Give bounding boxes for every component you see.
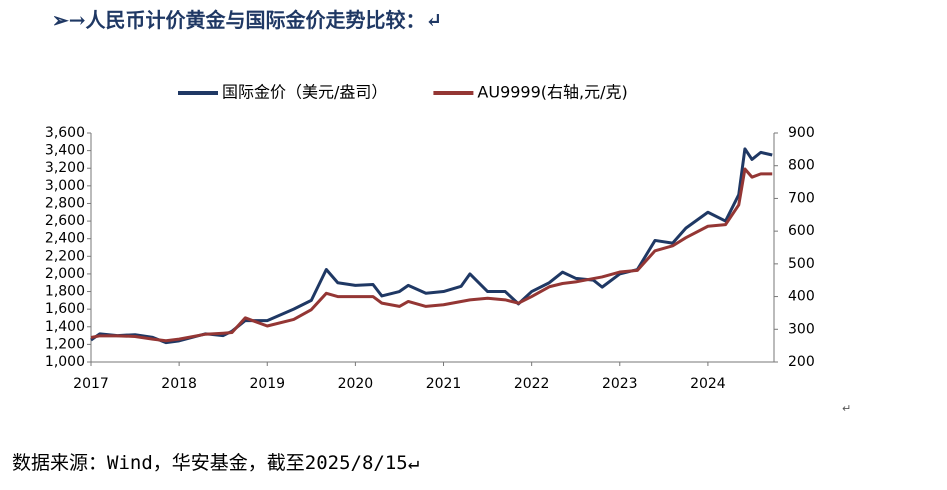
- y-tick-label: 2,800: [45, 195, 85, 211]
- y-tick-label: 1,000: [45, 354, 85, 370]
- x-tick-label: 2024: [690, 376, 726, 392]
- y-tick-label: 1,600: [45, 301, 85, 317]
- y2-tick-label: 200: [788, 354, 815, 370]
- x-tick-label: 2020: [338, 376, 374, 392]
- y2-tick-label: 800: [788, 158, 815, 174]
- y2-tick-label: 600: [788, 223, 815, 239]
- y2-tick-label: 400: [788, 289, 815, 305]
- y-tick-label: 1,800: [45, 284, 85, 300]
- y2-tick-label: 300: [788, 321, 815, 337]
- x-tick-label: 2018: [161, 376, 197, 392]
- y-tick-label: 2,600: [45, 213, 85, 229]
- series-line: [90, 167, 773, 343]
- x-tick-label: 2019: [249, 376, 285, 392]
- paragraph-mark: ↵: [842, 402, 852, 415]
- y-tick-label: 1,400: [45, 319, 85, 335]
- y-tick-label: 3,400: [45, 143, 85, 159]
- x-tick-label: 2017: [73, 376, 109, 392]
- x-tick-label: 2021: [426, 376, 462, 392]
- y-tick-label: 3,200: [45, 160, 85, 176]
- y-tick-label: 2,000: [45, 266, 85, 282]
- y-tick-label: 2,200: [45, 248, 85, 264]
- legend-label: AU9999(右轴,元/克): [477, 83, 627, 102]
- y-tick-label: 3,000: [45, 178, 85, 194]
- x-tick-label: 2023: [602, 376, 638, 392]
- heading: ➢→人民币计价黄金与国际金价走势比较：↵: [52, 8, 443, 32]
- y2-tick-label: 900: [788, 125, 815, 141]
- y-tick-label: 2,400: [45, 231, 85, 247]
- x-tick-label: 2022: [514, 376, 550, 392]
- y2-tick-label: 700: [788, 190, 815, 206]
- legend-label: 国际金价（美元/盎司）: [222, 83, 387, 102]
- y2-tick-label: 500: [788, 256, 815, 272]
- y-tick-label: 1,200: [45, 336, 85, 352]
- y-tick-label: 3,600: [45, 125, 85, 141]
- source-note: 数据来源：Wind，华安基金，截至2025/8/15↵: [12, 452, 420, 474]
